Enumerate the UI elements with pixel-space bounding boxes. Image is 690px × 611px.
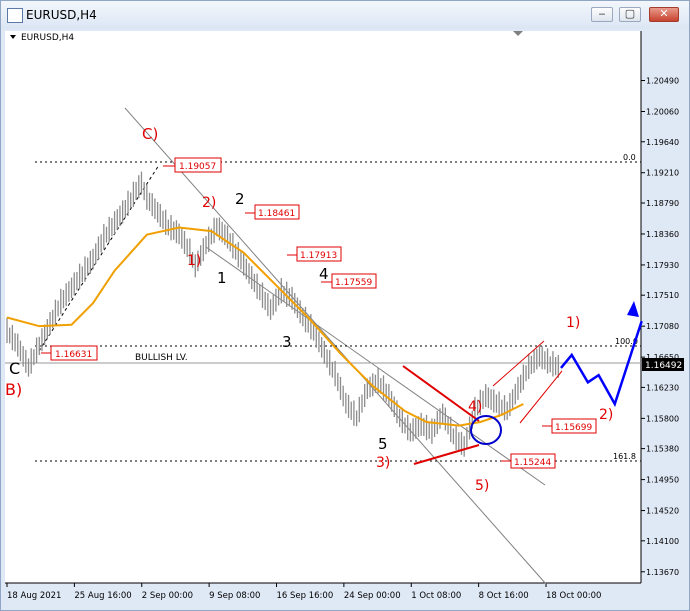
svg-text:1.17913: 1.17913 (300, 251, 337, 261)
x-tick-label: 25 Aug 16:00 (74, 591, 131, 601)
y-tick-label: 1.15800 (646, 414, 679, 423)
y-tick-label: 1.17930 (646, 261, 679, 270)
price-label-5: 1.16631 (41, 345, 98, 361)
wave-label-5-black: 5 (378, 435, 388, 453)
wedge-lower-line (413, 444, 480, 465)
y-tick-label: 1.13670 (646, 568, 679, 577)
price-label-7: 1.15244 (501, 453, 556, 469)
wave-label-4-red: 4) (468, 399, 482, 415)
window-title: EURUSD,H4 (26, 8, 97, 22)
y-tick-label: 1.17510 (646, 291, 679, 300)
wave-label-5-red: 5) (475, 478, 489, 494)
wave-label-4-black: 4 (319, 265, 329, 283)
y-tick-label: 1.14520 (646, 507, 679, 516)
y-tick-label: 1.20490 (646, 77, 679, 86)
wave-label-2-black: 2 (235, 190, 245, 208)
x-tick-label: 2 Sep 00:00 (142, 591, 193, 601)
y-tick-label: 1.14950 (646, 476, 679, 485)
forecast-path (560, 320, 643, 408)
wave-label-c-red: C) (142, 125, 158, 143)
minimize-button[interactable]: ‒ (591, 7, 613, 22)
price-label-2: 1.18461 (245, 204, 300, 220)
title-bar[interactable]: EURUSD,H4 ‒ ▢ ✕ (1, 1, 689, 29)
wave-label-1-red: 1) (187, 253, 201, 269)
close-button[interactable]: ✕ (649, 7, 679, 22)
y-tick-label: 1.19210 (646, 169, 679, 178)
price-label-4: 1.17559 (321, 273, 377, 289)
svg-text:1.15244: 1.15244 (514, 458, 551, 468)
fib-label-0: 0.0 (623, 153, 636, 162)
wave-label-1-forecast: 1) (566, 315, 580, 331)
x-tick-label: 1 Oct 08:00 (411, 591, 461, 601)
wave-label-3-black: 3 (282, 333, 292, 351)
y-tick-label: 1.19640 (646, 138, 679, 147)
fib-label-100: 100.0 (615, 337, 638, 346)
svg-text:1.16631: 1.16631 (55, 350, 92, 360)
y-axis-ticks: 1.20490 1.20060 1.19640 1.19210 1.18790 1.183… (641, 77, 679, 577)
wave-label-c-black: C (9, 359, 20, 378)
wave-label-1-black: 1 (217, 269, 227, 287)
wave-label-b-red: B) (5, 380, 22, 399)
y-tick-label: 1.18790 (646, 199, 679, 208)
price-chart[interactable]: 1.20490 1.20060 1.19640 1.19210 1.18790 1.183… (1, 29, 689, 610)
svg-text:1.19057: 1.19057 (179, 162, 216, 172)
svg-text:1.18461: 1.18461 (258, 209, 295, 219)
y-tick-label: 1.17080 (646, 322, 679, 331)
close-icon: ✕ (659, 7, 669, 20)
x-tick-label: 16 Sep 16:00 (277, 591, 334, 601)
chart-shift-icon[interactable] (513, 31, 523, 36)
price-label-6: 1.15699 (542, 418, 597, 434)
bullish-level-label: BULLISH LV. (135, 353, 188, 363)
restore-icon: ▢ (624, 7, 636, 20)
chart-window-icon (7, 8, 23, 23)
x-tick-label: 18 Oct 00:00 (546, 591, 601, 601)
wedge-upper-line (402, 365, 480, 422)
price-candles (6, 171, 559, 457)
x-tick-label: 9 Sep 08:00 (209, 591, 260, 601)
moving-average-line (6, 226, 524, 427)
wave-label-2-forecast: 2) (599, 407, 613, 423)
rising-wedge-upper (492, 340, 545, 387)
svg-text:1.17559: 1.17559 (335, 278, 372, 288)
y-tick-label: 1.18360 (646, 230, 679, 239)
symbol-label: EURUSD,H4 (21, 33, 74, 43)
y-tick-label: 1.15380 (646, 445, 679, 454)
forecast-arrowhead (627, 301, 639, 317)
x-tick-label: 24 Sep 00:00 (344, 591, 401, 601)
restore-button[interactable]: ▢ (619, 7, 641, 22)
x-tick-label: 8 Oct 16:00 (479, 591, 529, 601)
price-label-1: 1.19057 (163, 157, 222, 173)
wave-label-2-red: 2) (202, 195, 216, 211)
fib-label-161: 161.8 (613, 452, 636, 461)
current-price-value: 1.16492 (645, 361, 682, 371)
symbol-dropdown-icon[interactable] (10, 35, 16, 39)
minimize-icon: ‒ (598, 7, 606, 20)
y-tick-label: 1.14100 (646, 537, 679, 546)
plot-area (5, 31, 641, 583)
wave-label-3-red: 3) (376, 455, 390, 471)
svg-text:1.15699: 1.15699 (555, 423, 592, 433)
x-axis-ticks: 18 Aug 2021 25 Aug 16:00 2 Sep 00:00 9 Sep … (6, 583, 601, 601)
price-label-3: 1.17913 (287, 246, 342, 262)
y-tick-label: 1.20060 (646, 108, 679, 117)
rising-wedge-lower (519, 370, 563, 424)
breakout-circle (470, 415, 502, 445)
y-tick-label: 1.16650 (646, 353, 679, 362)
y-tick-label: 1.16230 (646, 383, 679, 392)
x-tick-label: 18 Aug 2021 (7, 591, 61, 601)
current-price-tag (642, 358, 684, 371)
